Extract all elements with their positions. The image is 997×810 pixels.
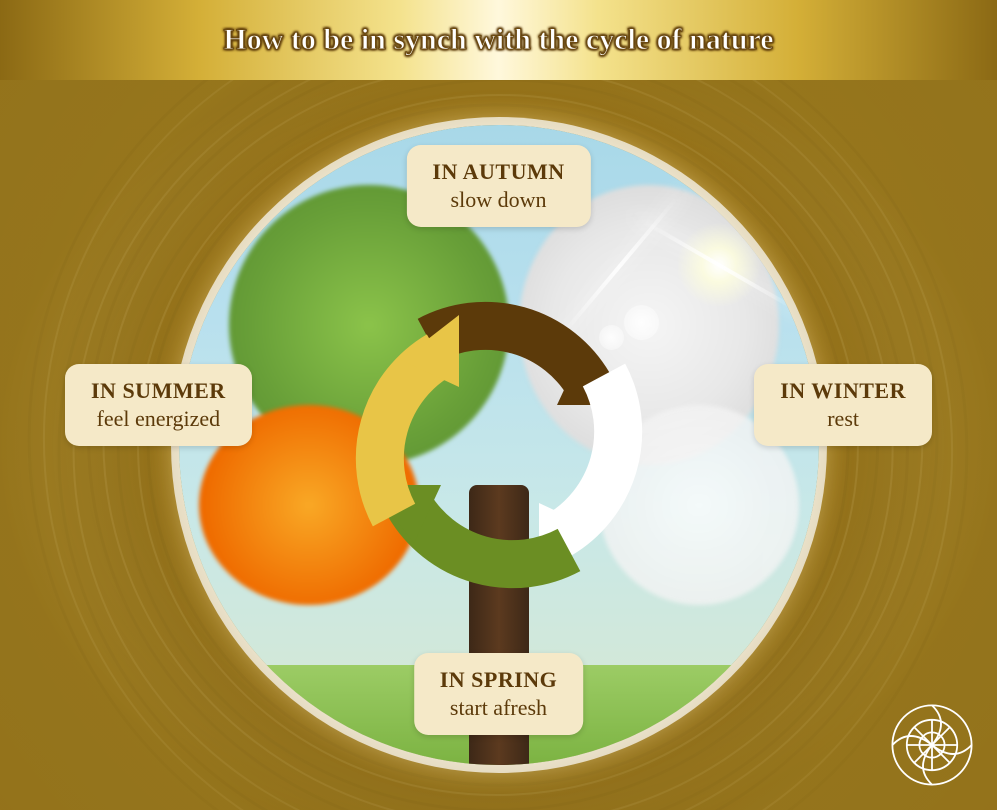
cycle-arrows-diagram — [329, 275, 669, 615]
winter-label: IN WINTER rest — [754, 364, 932, 446]
winter-sub: rest — [780, 406, 906, 432]
winter-heading: IN WINTER — [780, 378, 906, 404]
title-header-bar: How to be in synch with the cycle of nat… — [0, 0, 997, 80]
page-title: How to be in synch with the cycle of nat… — [223, 23, 773, 57]
autumn-label: IN AUTUMN slow down — [406, 145, 590, 227]
spring-sub: start afresh — [440, 695, 558, 721]
spring-label: IN SPRING start afresh — [414, 653, 584, 735]
summer-heading: IN SUMMER — [91, 378, 226, 404]
spring-heading: IN SPRING — [440, 667, 558, 693]
autumn-heading: IN AUTUMN — [432, 159, 564, 185]
summer-sub: feel energized — [91, 406, 226, 432]
brand-logo-icon — [887, 700, 977, 790]
autumn-sub: slow down — [432, 187, 564, 213]
summer-label: IN SUMMER feel energized — [65, 364, 252, 446]
